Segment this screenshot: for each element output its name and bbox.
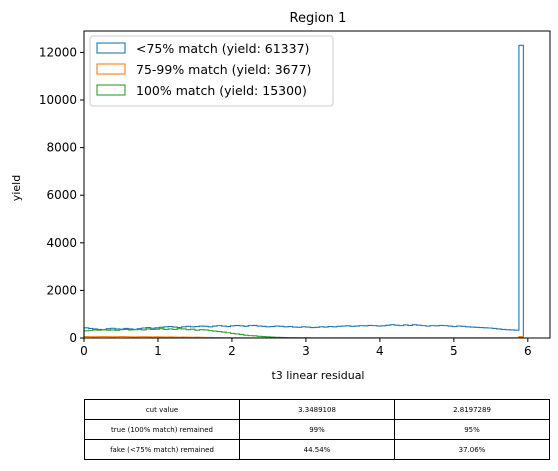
y-axis-label: yield [10, 175, 23, 201]
y-tick-label: 0 [69, 331, 77, 345]
y-tick-label: 8000 [46, 141, 77, 155]
y-tick-label: 6000 [46, 188, 77, 202]
table-cell: 95% [394, 419, 550, 440]
table-cell: 3.3489108 [239, 399, 395, 420]
axes: 0 1 2 3 4 5 6 0 2000 4000 6000 8000 10000 12000 [39, 30, 551, 358]
row-label: fake (<75% match) remained [84, 439, 240, 460]
table-row: cut value 3.3489108 2.8197289 [84, 399, 550, 420]
y-tick-label: 4000 [46, 236, 77, 250]
x-tick-label: 0 [80, 344, 88, 358]
x-tick-label: 3 [302, 344, 310, 358]
x-tick-label: 5 [450, 344, 458, 358]
series-0-histogram [83, 44, 524, 338]
legend-swatch [96, 84, 126, 96]
histogram-chart: Region 1 0 1 2 3 4 5 6 0 2000 4000 6000 8000 10000 12… [10, 11, 551, 382]
row-label: true (100% match) remained [84, 419, 240, 440]
row-label: cut value [84, 399, 240, 420]
y-tick-label: 12000 [39, 45, 77, 59]
legend: <75% match (yield: 61337) 75-99% match (y… [89, 35, 334, 107]
x-tick-label: 2 [228, 344, 236, 358]
table-cell: 44.54% [239, 439, 395, 460]
table-row: true (100% match) remained 99% 95% [84, 419, 550, 440]
legend-box [89, 35, 334, 107]
table-cell: 99% [239, 419, 395, 440]
table-cell: 37.06% [394, 439, 550, 460]
chart-title: Region 1 [290, 11, 347, 26]
legend-label: <75% match (yield: 61337) [136, 41, 309, 56]
x-tick-label: 4 [376, 344, 384, 358]
legend-swatch [96, 42, 126, 54]
y-tick-label: 2000 [46, 283, 77, 297]
legend-label: 75-99% match (yield: 3677) [136, 62, 311, 77]
y-tick-label: 10000 [39, 93, 77, 107]
x-tick-label: 1 [154, 344, 162, 358]
table-cell: 2.8197289 [394, 399, 550, 420]
x-tick-label: 6 [524, 344, 532, 358]
plot-frame [83, 30, 551, 339]
table-row: fake (<75% match) remained 44.54% 37.06% [84, 439, 550, 460]
x-axis-label: t3 linear residual [271, 369, 364, 382]
cut-summary-table: cut value 3.3489108 2.8197289 true (100%… [84, 399, 550, 460]
legend-label: 100% match (yield: 15300) [136, 83, 307, 98]
legend-swatch [96, 63, 126, 75]
